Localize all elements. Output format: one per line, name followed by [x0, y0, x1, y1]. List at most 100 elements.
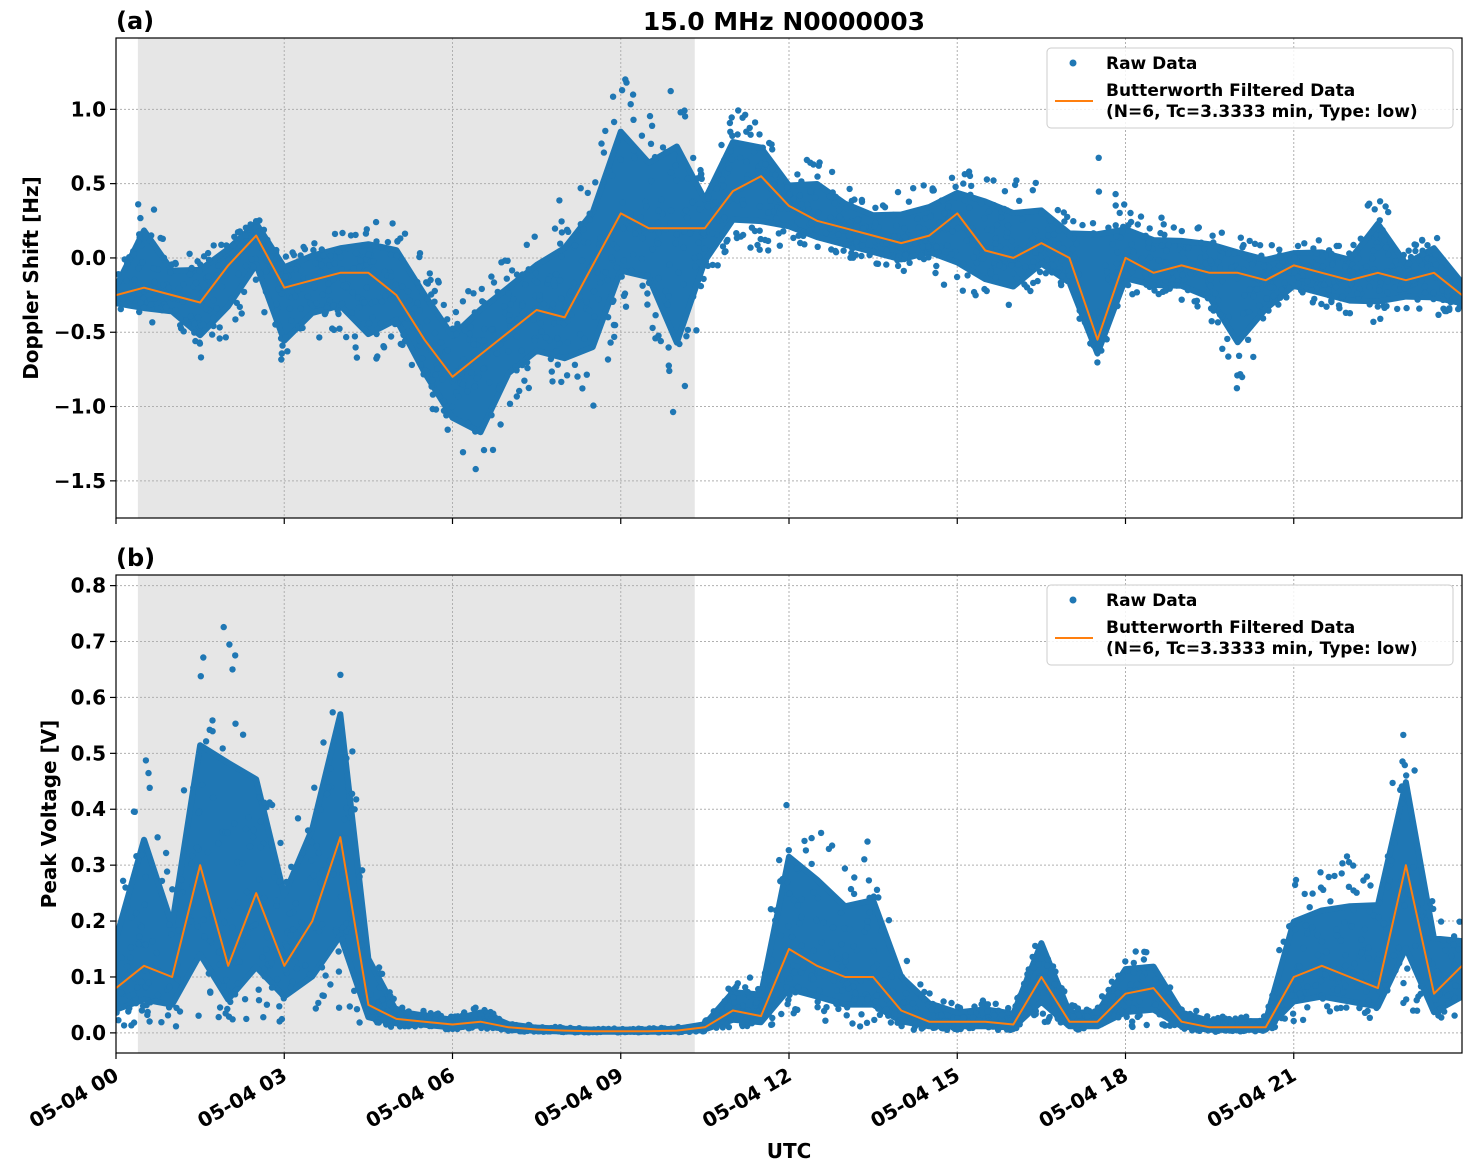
raw-data-point [289, 926, 297, 933]
raw-data-point [721, 157, 728, 164]
raw-data-point [788, 933, 796, 940]
raw-data-point [216, 324, 223, 331]
raw-data-point [164, 1012, 172, 1019]
raw-data-point [1064, 213, 1071, 221]
raw-data-point [1450, 941, 1457, 948]
raw-data-point [879, 212, 886, 219]
raw-data-point [673, 231, 680, 238]
raw-data-point [680, 281, 687, 288]
raw-data-point [1240, 310, 1247, 317]
raw-data-point [893, 222, 900, 230]
raw-data-point [1323, 303, 1330, 310]
raw-data-point [1112, 222, 1119, 229]
raw-data-point [1222, 318, 1230, 325]
raw-data-point [325, 287, 332, 295]
raw-data-point [711, 179, 719, 186]
raw-data-point [1239, 244, 1246, 251]
raw-data-point [1152, 976, 1159, 983]
raw-data-point [1332, 283, 1340, 291]
raw-data-point [835, 1005, 842, 1013]
raw-data-point [472, 428, 479, 435]
raw-data-point [235, 899, 242, 906]
raw-data-point [811, 194, 819, 201]
raw-data-point [891, 233, 898, 240]
raw-data-point [1189, 1027, 1196, 1034]
raw-data-point [1456, 918, 1462, 925]
raw-data-point [883, 261, 890, 268]
raw-data-point [1184, 286, 1192, 294]
raw-data-point [1162, 284, 1169, 292]
y-tick-label: 0.5 [71, 172, 106, 196]
raw-data-point [665, 362, 672, 369]
raw-data-point [1029, 998, 1037, 1005]
raw-data-point [925, 243, 932, 250]
raw-data-point [770, 208, 777, 215]
raw-data-point [137, 299, 144, 306]
raw-data-point [440, 301, 447, 309]
raw-data-point [883, 995, 890, 1003]
raw-data-point [721, 998, 728, 1005]
raw-data-point [654, 219, 662, 227]
raw-data-point [610, 118, 618, 126]
raw-data-point [348, 920, 355, 928]
raw-data-point [1229, 270, 1236, 278]
raw-data-point [915, 224, 923, 231]
raw-data-point [1299, 1016, 1307, 1024]
y-tick-label: 0.0 [71, 1021, 106, 1045]
raw-data-point [222, 334, 229, 341]
raw-data-point [1180, 255, 1188, 262]
raw-data-point [769, 146, 776, 153]
raw-data-point [236, 958, 243, 965]
raw-data-point [1396, 960, 1403, 967]
raw-data-point [506, 312, 513, 319]
raw-data-point [357, 257, 364, 264]
raw-data-point [336, 325, 343, 332]
raw-data-point [604, 356, 612, 363]
raw-data-point [823, 1004, 830, 1011]
raw-data-point [481, 299, 488, 307]
raw-data-point [644, 290, 651, 297]
raw-data-point [369, 1014, 376, 1021]
raw-data-point [1403, 304, 1410, 312]
raw-data-point [910, 1026, 917, 1033]
raw-data-point [864, 918, 871, 925]
raw-data-point [983, 176, 991, 183]
raw-data-point [138, 923, 145, 931]
raw-data-point [363, 284, 370, 291]
raw-data-point [613, 264, 621, 271]
raw-data-point [1207, 282, 1214, 290]
raw-data-point [241, 931, 248, 938]
raw-data-point [278, 356, 285, 363]
raw-data-point [431, 287, 438, 295]
raw-data-point [1333, 926, 1340, 933]
raw-data-point [320, 992, 327, 999]
raw-data-point [595, 296, 602, 303]
raw-data-point [891, 1010, 898, 1017]
raw-data-point [532, 269, 539, 277]
raw-data-point [826, 193, 834, 200]
raw-data-point [850, 943, 857, 950]
raw-data-point [1447, 299, 1454, 306]
raw-data-point [268, 959, 275, 967]
raw-data-point [555, 340, 563, 347]
raw-data-point [316, 334, 323, 341]
raw-data-point [853, 238, 860, 246]
raw-data-point [967, 191, 974, 198]
raw-data-point [944, 225, 951, 232]
raw-data-point [187, 313, 194, 320]
raw-data-point [135, 940, 142, 948]
raw-data-point [1411, 767, 1418, 774]
raw-data-point [1413, 1007, 1421, 1014]
raw-data-point [933, 243, 940, 250]
raw-data-point [1345, 883, 1353, 890]
raw-data-point [190, 784, 197, 791]
raw-data-point [154, 305, 161, 312]
raw-data-point [918, 993, 925, 1001]
raw-data-point [355, 304, 363, 311]
raw-data-point [554, 361, 561, 368]
raw-data-point [1382, 244, 1390, 251]
raw-data-point [1114, 989, 1122, 997]
raw-data-point [584, 189, 591, 197]
raw-data-point [286, 266, 294, 273]
raw-data-point [928, 236, 935, 243]
